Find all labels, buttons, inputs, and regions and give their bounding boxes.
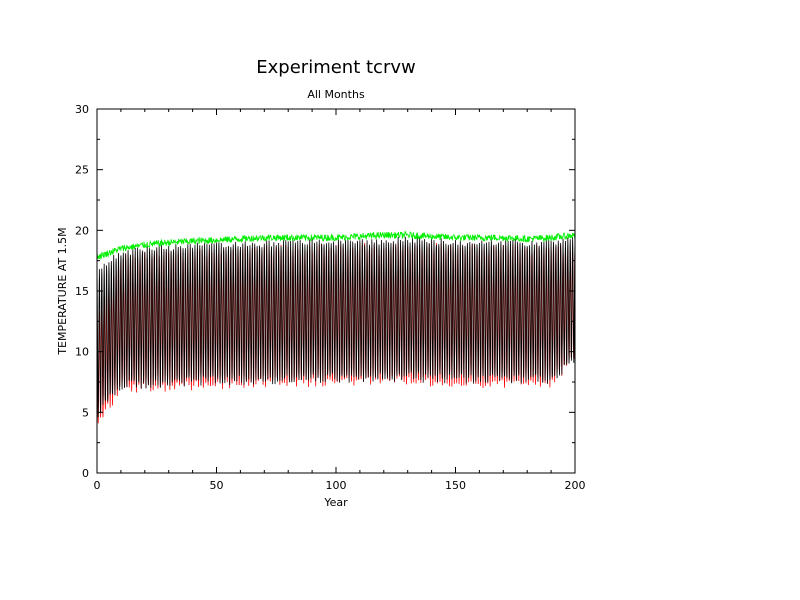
y-tick-label: 30 [75,103,89,116]
x-tick-label: 100 [326,479,347,492]
x-axis-label: Year [323,496,348,509]
y-tick-label: 15 [75,285,89,298]
plot-frame [96,108,576,474]
plot-series [96,230,576,424]
chart-title: Experiment tcrvw [256,57,415,78]
series-line [96,230,576,261]
x-tick-label: 0 [94,479,101,492]
x-axis: 0 50 100 150 200 [94,109,586,492]
y-axis: 0 5 10 15 20 25 30 [75,103,575,480]
chart-subtitle: All Months [307,88,365,101]
y-tick-label: 5 [82,406,89,419]
y-tick-label: 0 [82,467,89,480]
x-tick-label: 50 [210,479,224,492]
y-axis-label: TEMPERATURE AT 1.5M [56,227,69,355]
x-tick-label: 150 [445,479,466,492]
y-tick-label: 25 [75,164,89,177]
series-line [96,236,576,418]
y-tick-label: 20 [75,224,89,237]
x-tick-label: 200 [565,479,586,492]
y-tick-label: 10 [75,346,89,359]
